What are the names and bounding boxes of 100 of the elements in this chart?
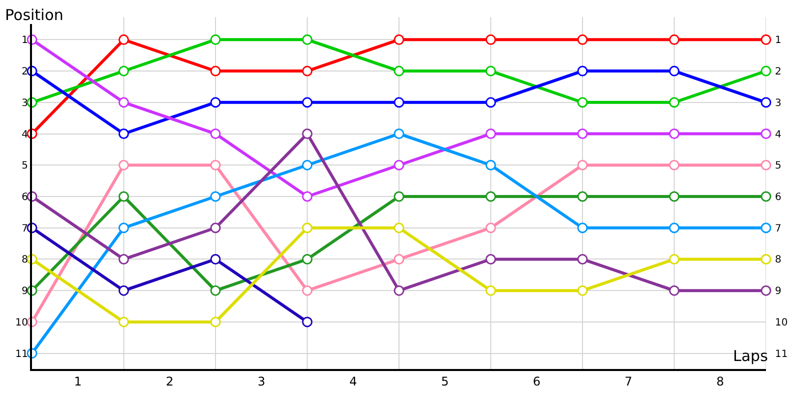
point <box>486 66 496 76</box>
point <box>486 222 496 234</box>
point <box>486 160 496 170</box>
point <box>394 160 404 170</box>
point <box>760 285 772 296</box>
point <box>210 160 221 170</box>
point <box>394 34 404 45</box>
point <box>486 97 496 108</box>
point <box>760 66 772 76</box>
point <box>394 191 404 202</box>
point <box>118 97 129 108</box>
y-tick-label: 10 <box>15 317 28 328</box>
point <box>577 66 588 76</box>
point <box>669 285 680 296</box>
point <box>669 128 680 140</box>
y2-tick-label: 11 <box>775 348 788 360</box>
point <box>210 97 221 108</box>
point <box>486 191 496 202</box>
point <box>577 128 588 140</box>
point <box>486 34 496 45</box>
y2-tick-label: 2 <box>775 66 782 78</box>
point <box>394 97 404 108</box>
point <box>577 97 588 108</box>
y-tick-label: 1 <box>22 35 28 46</box>
y2-tick-label: 1 <box>775 35 782 46</box>
point <box>394 128 404 140</box>
point <box>577 34 588 45</box>
y2-tick-label: 10 <box>775 317 788 328</box>
point <box>118 254 129 264</box>
point <box>118 128 129 140</box>
y2-tick-label: 3 <box>775 98 782 109</box>
y-tick-label: 6 <box>22 192 28 203</box>
point <box>394 66 404 76</box>
y-tick-label: 5 <box>22 160 28 172</box>
x-tick-label: 3 <box>258 374 266 388</box>
point <box>760 160 772 170</box>
point <box>669 66 680 76</box>
point <box>210 316 221 328</box>
x-tick-label: 8 <box>716 374 724 388</box>
point <box>210 66 221 76</box>
point <box>577 222 588 234</box>
y2-tick-label: 6 <box>775 192 782 203</box>
point <box>760 97 772 108</box>
point <box>760 222 772 234</box>
point <box>760 34 772 45</box>
x-tick-label: 6 <box>532 374 540 388</box>
point <box>118 285 129 296</box>
x-tick-label: 7 <box>624 374 632 388</box>
point <box>302 254 312 264</box>
x-tick-label: 5 <box>441 374 449 388</box>
point <box>302 191 312 202</box>
x-axis-title: Laps <box>733 347 768 365</box>
point <box>669 222 680 234</box>
point <box>394 222 404 234</box>
point <box>210 128 221 140</box>
point <box>486 285 496 296</box>
point <box>394 254 404 264</box>
point <box>302 128 312 140</box>
x-tick-label: 1 <box>74 374 82 388</box>
y2-tick-label: 8 <box>775 254 782 266</box>
y2-tick-label: 7 <box>775 223 782 234</box>
y2-tick-label: 4 <box>775 129 782 140</box>
point <box>118 160 129 170</box>
y-axis-title: Position <box>5 6 64 24</box>
point <box>760 191 772 202</box>
point <box>760 254 772 264</box>
point <box>302 160 312 170</box>
point <box>210 222 221 234</box>
y-tick-label: 7 <box>22 223 28 234</box>
y-tick-label: 4 <box>22 129 28 140</box>
point <box>302 66 312 76</box>
point <box>760 128 772 140</box>
point <box>577 191 588 202</box>
y2-tick-label: 5 <box>775 160 782 172</box>
point <box>669 160 680 170</box>
y-tick-label: 3 <box>22 98 28 109</box>
point <box>302 34 312 45</box>
x-tick-label: 4 <box>349 374 357 388</box>
x-tick-label: 2 <box>166 374 174 388</box>
point <box>118 66 129 76</box>
point <box>577 254 588 264</box>
point <box>669 97 680 108</box>
point <box>118 316 129 328</box>
point <box>669 191 680 202</box>
point <box>394 285 404 296</box>
point <box>210 34 221 45</box>
y-tick-label: 11 <box>15 348 28 360</box>
point <box>669 254 680 264</box>
point <box>302 316 312 328</box>
point <box>118 34 129 45</box>
point <box>486 128 496 140</box>
point <box>577 160 588 170</box>
point <box>669 34 680 45</box>
y2-tick-label: 9 <box>775 286 782 298</box>
point <box>210 254 221 264</box>
point <box>302 97 312 108</box>
point <box>486 254 496 264</box>
point <box>118 222 129 234</box>
y-tick-label: 9 <box>22 286 28 298</box>
point <box>302 222 312 234</box>
